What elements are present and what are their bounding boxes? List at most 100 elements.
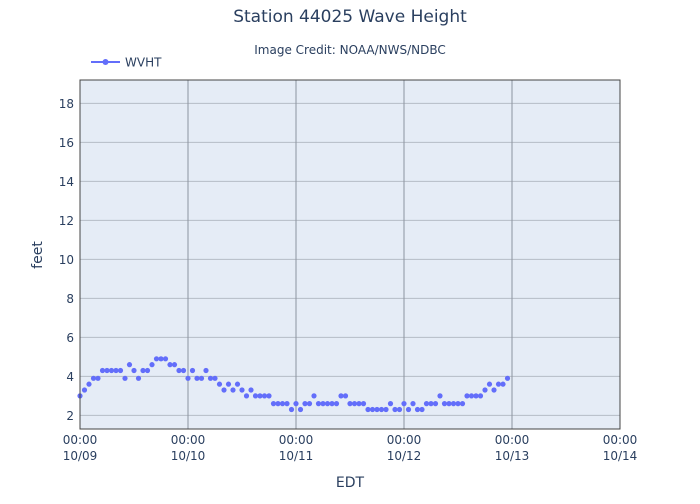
data-point-wvht-66[interactable] — [374, 406, 380, 413]
legend[interactable]: WVHT — [91, 56, 162, 70]
data-point-wvht-54[interactable] — [320, 401, 326, 407]
data-point-wvht-82[interactable] — [446, 401, 452, 407]
data-point-wvht-38[interactable] — [248, 387, 254, 393]
data-point-wvht-14[interactable] — [140, 367, 146, 374]
data-point-wvht-59[interactable] — [342, 393, 349, 399]
data-point-wvht-50[interactable] — [302, 401, 308, 407]
data-point-wvht-85[interactable] — [459, 401, 466, 407]
data-point-wvht-80[interactable] — [437, 393, 443, 399]
data-point-wvht-7[interactable] — [108, 367, 115, 374]
data-point-wvht-10[interactable] — [122, 375, 128, 381]
data-point-wvht-58[interactable] — [338, 393, 344, 399]
data-point-wvht-60[interactable] — [347, 401, 353, 407]
data-point-wvht-22[interactable] — [176, 367, 182, 374]
data-point-wvht-95[interactable] — [504, 375, 511, 381]
data-point-wvht-61[interactable] — [351, 401, 358, 407]
data-point-wvht-1[interactable] — [81, 387, 88, 393]
data-point-wvht-56[interactable] — [329, 401, 335, 407]
x-tick-time-1: 00:00 — [171, 433, 206, 447]
data-point-wvht-90[interactable] — [482, 387, 488, 393]
data-point-wvht-87[interactable] — [468, 393, 475, 399]
data-point-wvht-2[interactable] — [86, 381, 92, 387]
axis-layer: 2 4 6 8 10 12 14 16 18 00:00 10/09 00:00 10/10 00:00 1… — [59, 79, 637, 463]
data-point-wvht-35[interactable] — [234, 381, 241, 387]
data-point-wvht-6[interactable] — [104, 367, 110, 374]
data-point-wvht-12[interactable] — [131, 367, 137, 374]
data-point-wvht-43[interactable] — [270, 401, 277, 407]
data-point-wvht-67[interactable] — [378, 406, 385, 413]
data-point-wvht-64[interactable] — [365, 406, 371, 413]
data-point-wvht-18[interactable] — [158, 356, 164, 362]
data-point-wvht-77[interactable] — [423, 401, 430, 407]
data-point-wvht-19[interactable] — [162, 356, 169, 362]
data-point-wvht-52[interactable] — [311, 393, 317, 399]
data-point-wvht-62[interactable] — [356, 401, 362, 407]
data-point-wvht-53[interactable] — [315, 401, 322, 407]
data-point-wvht-25[interactable] — [189, 367, 196, 374]
data-point-wvht-51[interactable] — [306, 401, 313, 407]
data-point-wvht-76[interactable] — [419, 406, 425, 413]
data-point-wvht-73[interactable] — [405, 406, 412, 413]
data-point-wvht-16[interactable] — [149, 362, 155, 368]
data-point-wvht-75[interactable] — [414, 406, 421, 413]
data-point-wvht-71[interactable] — [396, 406, 403, 413]
data-point-wvht-17[interactable] — [153, 356, 160, 362]
data-point-wvht-4[interactable] — [95, 375, 101, 381]
data-point-wvht-91[interactable] — [486, 381, 493, 387]
data-point-wvht-42[interactable] — [266, 393, 272, 399]
data-point-wvht-47[interactable] — [288, 406, 295, 413]
data-point-wvht-55[interactable] — [324, 401, 331, 407]
data-point-wvht-88[interactable] — [473, 393, 479, 399]
data-point-wvht-13[interactable] — [135, 375, 142, 381]
data-point-wvht-93[interactable] — [495, 381, 502, 387]
data-point-wvht-40[interactable] — [257, 393, 263, 399]
data-point-wvht-30[interactable] — [212, 375, 218, 381]
data-point-wvht-33[interactable] — [225, 381, 232, 387]
data-point-wvht-92[interactable] — [491, 387, 497, 393]
data-point-wvht-78[interactable] — [428, 401, 434, 407]
data-point-wvht-63[interactable] — [360, 401, 367, 407]
data-point-wvht-79[interactable] — [432, 401, 439, 407]
data-point-wvht-37[interactable] — [243, 393, 250, 399]
data-point-wvht-46[interactable] — [284, 401, 290, 407]
data-point-wvht-83[interactable] — [450, 401, 457, 407]
data-point-wvht-24[interactable] — [185, 375, 191, 381]
data-point-wvht-36[interactable] — [239, 387, 245, 393]
y-axis-title: feet — [30, 241, 46, 269]
data-point-wvht-81[interactable] — [441, 401, 448, 407]
data-point-wvht-34[interactable] — [230, 387, 236, 393]
data-point-wvht-68[interactable] — [383, 406, 389, 413]
data-point-wvht-9[interactable] — [117, 367, 124, 374]
data-point-wvht-72[interactable] — [401, 401, 407, 407]
data-point-wvht-27[interactable] — [198, 375, 205, 381]
data-point-wvht-29[interactable] — [207, 375, 214, 381]
data-point-wvht-39[interactable] — [252, 393, 259, 399]
data-point-wvht-20[interactable] — [167, 362, 173, 368]
data-point-wvht-89[interactable] — [477, 393, 484, 399]
data-point-wvht-57[interactable] — [333, 401, 340, 407]
data-point-wvht-86[interactable] — [464, 393, 470, 399]
data-point-wvht-11[interactable] — [126, 362, 133, 368]
data-point-wvht-23[interactable] — [180, 367, 187, 374]
data-point-wvht-70[interactable] — [392, 406, 398, 413]
data-point-wvht-84[interactable] — [455, 401, 461, 407]
data-point-wvht-5[interactable] — [99, 367, 106, 374]
data-point-wvht-8[interactable] — [113, 367, 119, 374]
data-point-wvht-32[interactable] — [221, 387, 227, 393]
data-point-wvht-74[interactable] — [410, 401, 416, 407]
data-point-wvht-48[interactable] — [293, 401, 299, 407]
data-point-wvht-15[interactable] — [144, 367, 151, 374]
data-point-wvht-26[interactable] — [194, 375, 200, 381]
data-point-wvht-44[interactable] — [275, 401, 281, 407]
data-point-wvht-28[interactable] — [203, 367, 209, 374]
data-point-wvht-49[interactable] — [297, 406, 304, 413]
data-point-wvht-45[interactable] — [279, 401, 286, 407]
data-point-wvht-21[interactable] — [171, 362, 178, 368]
data-point-wvht-69[interactable] — [387, 401, 394, 407]
data-point-wvht-94[interactable] — [500, 381, 506, 387]
data-point-wvht-3[interactable] — [90, 375, 97, 381]
data-point-wvht-65[interactable] — [369, 406, 376, 413]
data-point-wvht-31[interactable] — [216, 381, 223, 387]
data-point-wvht-41[interactable] — [261, 393, 268, 399]
